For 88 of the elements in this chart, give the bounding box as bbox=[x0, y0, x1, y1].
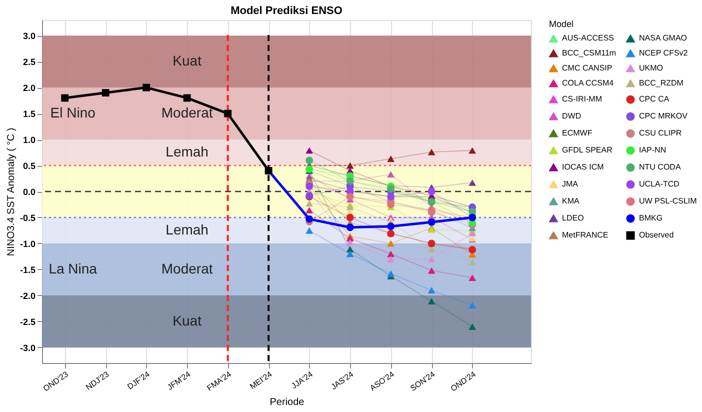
point bbox=[224, 110, 232, 118]
legend-label: CPC CA bbox=[639, 94, 670, 104]
y-tick-label: 0.5 bbox=[22, 161, 36, 172]
legend-label: COLA CCSM4 bbox=[562, 78, 614, 88]
legend-label: CSU CLIPR bbox=[639, 128, 682, 138]
point bbox=[346, 162, 354, 169]
point bbox=[387, 256, 395, 262]
point bbox=[468, 179, 476, 186]
y-tick-label: -1.0 bbox=[20, 238, 36, 249]
point bbox=[346, 224, 354, 232]
y-tick-label: 1.0 bbox=[22, 135, 36, 146]
y-tick-label: -0.5 bbox=[20, 212, 36, 223]
legend-label: KMA bbox=[562, 196, 580, 206]
point bbox=[142, 84, 150, 92]
y-tick-label: 0.0 bbox=[22, 187, 36, 197]
band-label: Kuat bbox=[172, 52, 202, 69]
point bbox=[387, 185, 395, 193]
legend-label: UW PSL-CSLIM bbox=[639, 196, 698, 206]
point bbox=[306, 156, 314, 164]
point bbox=[468, 258, 476, 266]
annotation: La Nina bbox=[48, 260, 98, 276]
band-label: Kuat bbox=[172, 312, 202, 328]
legend-label: BMKG bbox=[639, 214, 663, 222]
chart-title: Model Prediksi ENSO bbox=[230, 5, 343, 17]
legend-label: MetFRANCE bbox=[562, 230, 608, 240]
point bbox=[306, 147, 314, 154]
legend-label: BCC_RZDM bbox=[639, 78, 684, 88]
legend-label: IOCAS ICM bbox=[562, 162, 604, 172]
legend-label: AUS-ACCESS bbox=[562, 34, 614, 43]
legend-label: Observed bbox=[639, 230, 674, 240]
point bbox=[306, 215, 314, 223]
point bbox=[306, 227, 314, 234]
legend-label: NTU CODA bbox=[639, 162, 682, 172]
legend-label: BCC_CSM11m bbox=[562, 48, 616, 58]
band-label: Lemah bbox=[166, 144, 208, 160]
y-tick-label: 1.5 bbox=[22, 109, 36, 120]
legend-title: Model bbox=[549, 19, 574, 29]
point bbox=[428, 188, 436, 196]
point bbox=[428, 256, 436, 262]
band-label: Moderat bbox=[161, 260, 213, 276]
annotation: El Nino bbox=[50, 104, 96, 121]
point bbox=[387, 200, 395, 208]
legend-label: GFDL SPEAR bbox=[562, 146, 613, 154]
legend-label: ECMWF bbox=[562, 128, 592, 138]
point bbox=[387, 270, 395, 277]
band-label: Moderat bbox=[161, 104, 213, 121]
point bbox=[428, 267, 436, 274]
legend-label: CMC CANSIP bbox=[562, 64, 612, 72]
point bbox=[468, 302, 476, 309]
point bbox=[468, 323, 476, 330]
y-tick-label: -3.0 bbox=[20, 342, 36, 353]
y-tick-label: -2.0 bbox=[20, 290, 36, 301]
legend-label: UKMO bbox=[639, 64, 663, 72]
legend-label: NASA GMAO bbox=[639, 34, 688, 43]
legend-label: UCLA-TCD bbox=[639, 180, 680, 188]
point bbox=[346, 246, 354, 252]
point bbox=[387, 240, 395, 247]
point bbox=[346, 239, 354, 246]
legend-label: CS-IRI-MM bbox=[562, 94, 602, 104]
point bbox=[428, 298, 436, 304]
legend-label: NCEP CFSv2 bbox=[639, 48, 688, 58]
y-tick-label: -2.5 bbox=[20, 316, 36, 327]
point bbox=[387, 156, 395, 162]
point bbox=[183, 94, 191, 102]
y-tick-label: 2.5 bbox=[22, 57, 36, 68]
point bbox=[468, 274, 476, 281]
point bbox=[306, 200, 314, 207]
point bbox=[61, 94, 69, 102]
point bbox=[428, 287, 436, 294]
band-label: Lemah bbox=[166, 221, 208, 238]
point bbox=[102, 89, 110, 96]
point bbox=[346, 214, 354, 222]
point bbox=[428, 148, 436, 156]
legend-label: CPC MRKOV bbox=[639, 112, 688, 120]
point bbox=[306, 207, 314, 214]
point bbox=[387, 250, 395, 258]
y-tick-label: 3.0 bbox=[22, 31, 36, 42]
x-axis-title: Periode bbox=[270, 397, 305, 408]
y-tick-label: 2.0 bbox=[22, 83, 36, 94]
point bbox=[346, 250, 354, 258]
y-axis-title: NINO3.4 SST Anomaly ( °C ) bbox=[6, 128, 17, 256]
point bbox=[468, 147, 476, 154]
legend-label: LDEO bbox=[562, 214, 584, 222]
legend-label: JMA bbox=[562, 180, 579, 188]
y-tick-label: -1.5 bbox=[20, 264, 36, 275]
point bbox=[387, 222, 395, 230]
legend-label: DWD bbox=[562, 112, 582, 120]
legend-label: IAP-NN bbox=[639, 146, 666, 154]
